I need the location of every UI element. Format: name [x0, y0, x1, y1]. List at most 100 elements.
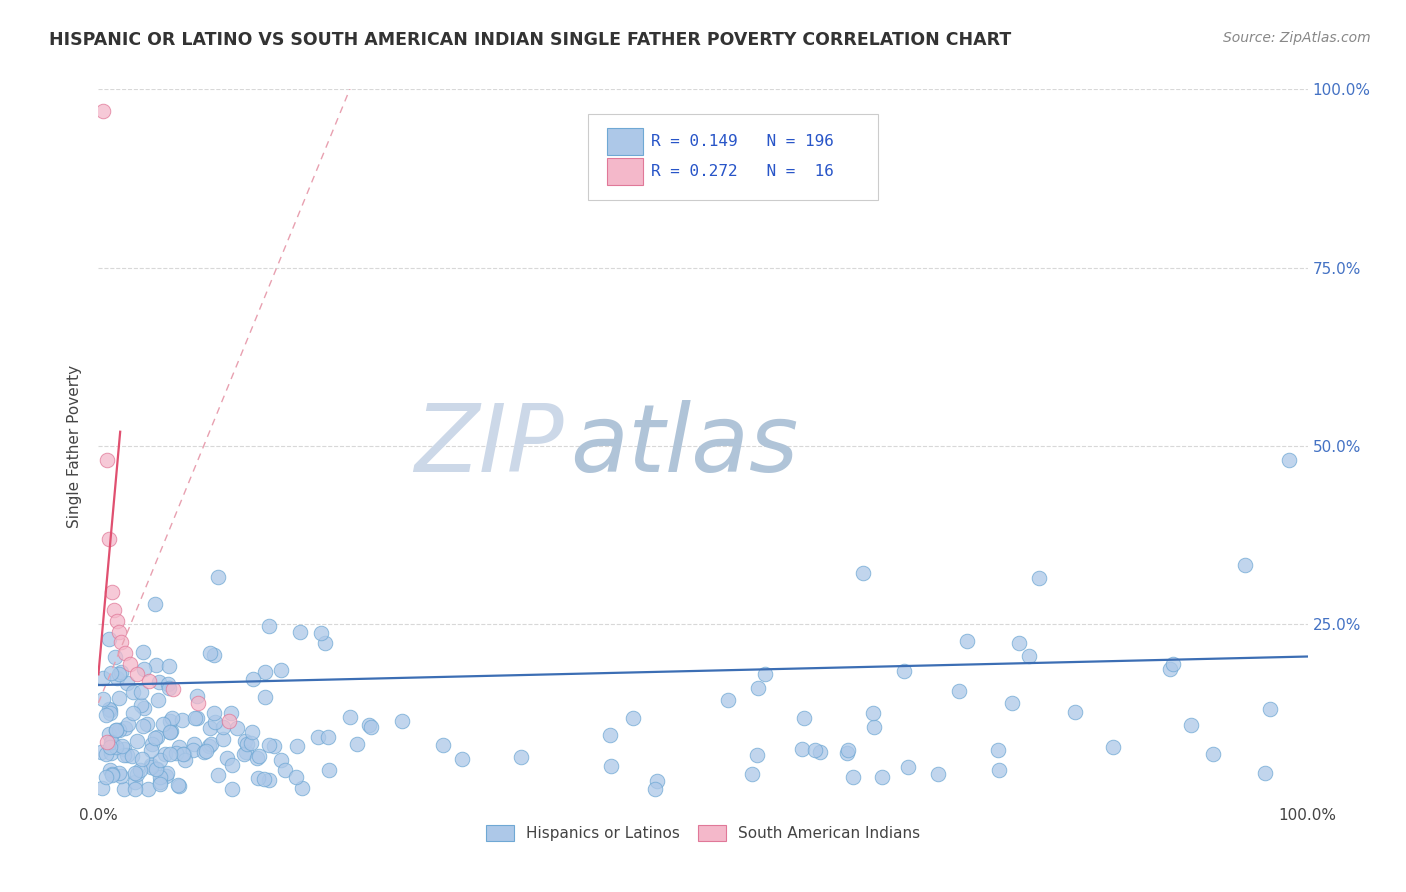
Point	[100, 735, 122, 749]
Point	[166, 746, 188, 760]
Point	[121, 706, 143, 720]
Point	[432, 739, 454, 753]
Point	[186, 711, 208, 725]
Point	[117, 716, 139, 731]
Point	[804, 743, 827, 757]
Text: atlas: atlas	[569, 401, 799, 491]
Point	[149, 770, 172, 784]
Point	[184, 711, 207, 725]
Point	[451, 752, 474, 766]
Point	[100, 766, 122, 780]
Point	[217, 751, 239, 765]
Point	[98, 532, 121, 546]
Point	[200, 737, 222, 751]
Point	[1063, 705, 1085, 719]
Point	[96, 735, 118, 749]
Point	[159, 724, 181, 739]
Point	[247, 749, 270, 764]
Point	[288, 624, 311, 639]
Point	[1161, 657, 1184, 671]
Point	[149, 775, 172, 789]
Point	[202, 648, 225, 662]
Point	[263, 739, 285, 754]
Point	[207, 570, 229, 584]
Point	[988, 763, 1011, 777]
Point	[172, 747, 194, 762]
Point	[105, 671, 128, 685]
Point	[127, 667, 149, 681]
Point	[717, 693, 740, 707]
Point	[235, 745, 257, 759]
Point	[98, 740, 121, 755]
Text: R = 0.149   N = 196: R = 0.149 N = 196	[651, 134, 834, 149]
Text: ZIP: ZIP	[415, 401, 564, 491]
Point	[291, 780, 314, 795]
Point	[121, 748, 143, 763]
Point	[1102, 739, 1125, 754]
Point	[273, 763, 295, 777]
Point	[247, 772, 270, 786]
Point	[346, 738, 368, 752]
Point	[270, 753, 292, 767]
Point	[167, 779, 190, 793]
Point	[987, 742, 1010, 756]
Point	[96, 770, 118, 784]
Point	[1028, 571, 1050, 585]
Point	[111, 739, 134, 753]
Point	[1001, 696, 1024, 710]
Point	[307, 730, 329, 744]
Point	[600, 759, 623, 773]
Point	[131, 752, 153, 766]
Point	[309, 625, 332, 640]
Point	[98, 706, 121, 720]
Point	[202, 706, 225, 720]
Point	[232, 747, 254, 762]
Point	[193, 745, 215, 759]
Point	[145, 658, 167, 673]
Point	[139, 760, 162, 774]
Point	[91, 103, 114, 118]
Point	[108, 766, 131, 780]
Point	[218, 714, 240, 728]
Point	[90, 745, 112, 759]
Point	[159, 714, 181, 728]
Point	[155, 769, 177, 783]
Point	[104, 723, 127, 737]
Point	[253, 665, 276, 679]
Point	[745, 748, 768, 763]
Point	[200, 646, 222, 660]
Point	[98, 703, 121, 717]
Point	[862, 706, 884, 721]
Point	[124, 781, 146, 796]
Point	[174, 753, 197, 767]
Point	[257, 738, 280, 752]
Point	[747, 681, 769, 695]
Point	[246, 751, 269, 765]
Point	[211, 731, 233, 746]
Point	[114, 646, 136, 660]
Point	[1258, 702, 1281, 716]
Point	[187, 696, 209, 710]
Point	[257, 773, 280, 788]
Point	[808, 745, 831, 759]
Point	[621, 711, 644, 725]
Point	[1254, 766, 1277, 780]
Point	[200, 721, 222, 735]
Point	[108, 691, 131, 706]
Point	[110, 769, 132, 783]
Point	[143, 597, 166, 611]
Point	[314, 636, 336, 650]
Point	[359, 718, 381, 732]
Point	[160, 711, 183, 725]
Point	[927, 767, 949, 781]
Point	[132, 701, 155, 715]
Point	[129, 698, 152, 713]
Point	[105, 739, 128, 754]
Text: R = 0.272   N =  16: R = 0.272 N = 16	[651, 164, 834, 178]
Point	[146, 693, 169, 707]
Point	[360, 720, 382, 734]
Point	[138, 674, 160, 689]
Point	[122, 685, 145, 699]
Text: Source: ZipAtlas.com: Source: ZipAtlas.com	[1223, 31, 1371, 45]
Point	[1233, 558, 1256, 573]
